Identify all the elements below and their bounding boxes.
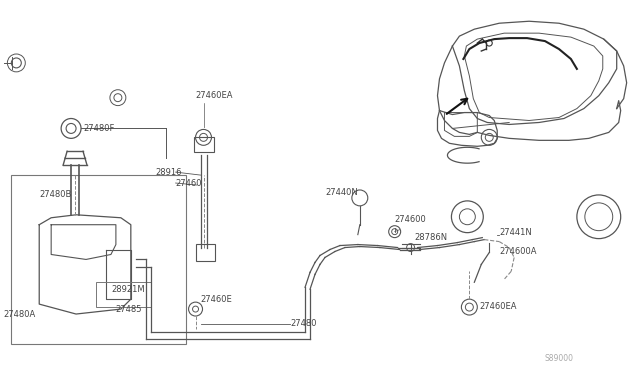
Text: 274600A: 274600A	[499, 247, 537, 256]
Text: 27460: 27460	[175, 179, 202, 187]
Text: 274600: 274600	[395, 215, 426, 224]
Text: 27480A: 27480A	[3, 310, 36, 318]
Bar	[193, 137, 214, 152]
Text: 27460EA: 27460EA	[196, 91, 233, 100]
Bar	[196, 244, 216, 262]
Text: 27485: 27485	[116, 305, 142, 314]
Text: S89000: S89000	[544, 354, 573, 363]
Bar	[96, 282, 151, 307]
Text: 27480: 27480	[290, 320, 317, 328]
Text: 27441N: 27441N	[499, 228, 532, 237]
Text: 28916: 28916	[156, 168, 182, 177]
Text: 27480F: 27480F	[83, 124, 115, 133]
Text: 28786N: 28786N	[415, 233, 448, 242]
Text: 28921M: 28921M	[111, 285, 145, 294]
Text: 27440N: 27440N	[325, 189, 358, 198]
Text: 27460E: 27460E	[200, 295, 232, 304]
Text: 27480B: 27480B	[39, 190, 72, 199]
Text: 27460EA: 27460EA	[479, 302, 517, 311]
Bar	[12, 175, 186, 344]
